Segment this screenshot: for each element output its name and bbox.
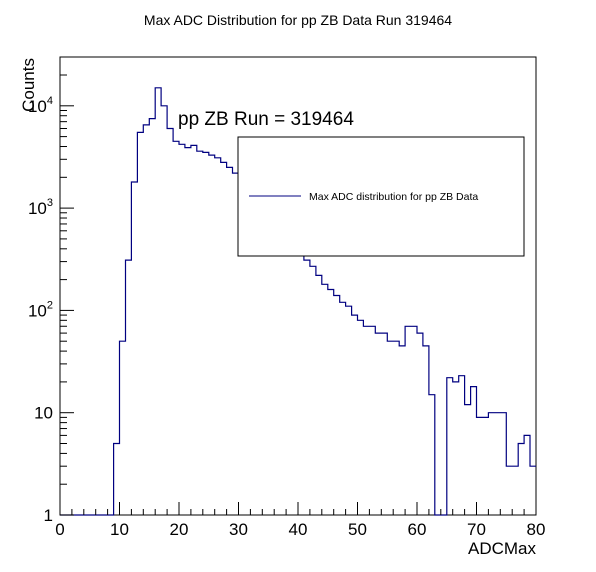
run-annotation: pp ZB Run = 319464 bbox=[178, 109, 354, 130]
chart-title: Max ADC Distribution for pp ZB Data Run … bbox=[144, 12, 452, 28]
x-axis-title: ADCMax bbox=[468, 539, 537, 558]
x-tick-label: 30 bbox=[229, 520, 248, 539]
x-tick-label: 40 bbox=[289, 520, 308, 539]
y-tick-label: 104 bbox=[28, 95, 53, 116]
x-tick-label: 20 bbox=[170, 520, 189, 539]
y-axis-title: Counts bbox=[19, 58, 38, 112]
legend-entry-label: Max ADC distribution for pp ZB Data bbox=[309, 191, 478, 203]
x-tick-label: 80 bbox=[527, 520, 546, 539]
y-tick-label: 102 bbox=[28, 299, 53, 320]
x-tick-label: 50 bbox=[348, 520, 367, 539]
y-tick-label: 10 bbox=[34, 404, 53, 423]
x-tick-label: 0 bbox=[55, 520, 64, 539]
y-tick-label: 103 bbox=[28, 197, 53, 218]
x-tick-label: 10 bbox=[110, 520, 129, 539]
x-tick-label: 70 bbox=[467, 520, 486, 539]
legend: Max ADC distribution for pp ZB Data bbox=[237, 136, 525, 257]
y-tick-label: 1 bbox=[44, 506, 53, 525]
x-tick-label: 60 bbox=[408, 520, 427, 539]
